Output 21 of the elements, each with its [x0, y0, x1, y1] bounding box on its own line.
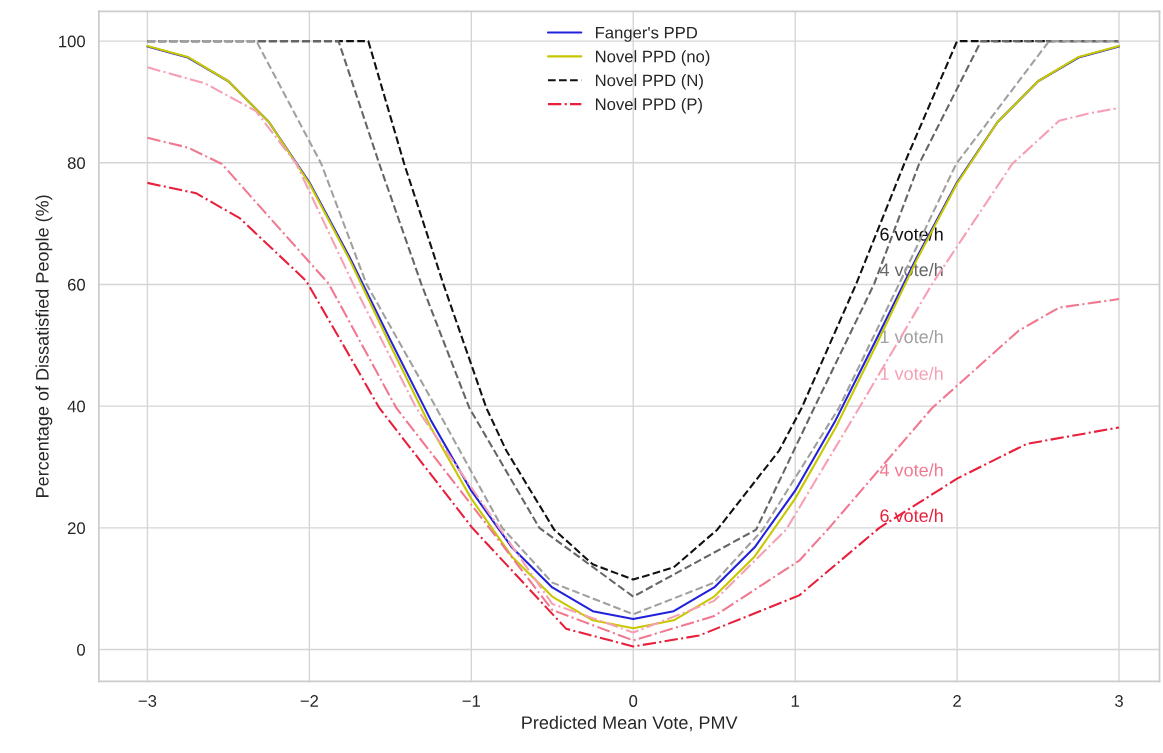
y-tick-label: 40 [67, 400, 86, 413]
x-tick-label: −3 [138, 695, 157, 707]
x-axis-title: Predicted Mean Vote, PMV [522, 715, 738, 732]
x-tick-label: 0 [629, 695, 638, 707]
annotation: 6 vote/h [880, 508, 943, 523]
legend-label: Fanger's PPD [596, 26, 698, 42]
x-tick-label: 1 [791, 695, 799, 707]
legend-label: Novel PPD (no) [596, 50, 710, 66]
y-tick-label: 0 [77, 643, 86, 656]
y-axis-title: Percentage of Dissatisfied People (%) [35, 195, 53, 497]
x-tick-label: −1 [462, 695, 480, 707]
annotation: 4 vote/h [879, 463, 943, 477]
y-tick-label: 60 [67, 278, 86, 291]
legend-label: Novel PPD (N) [596, 74, 703, 90]
y-tick-label: 80 [67, 157, 86, 169]
x-tick-label: −2 [300, 695, 319, 707]
x-tick-label: 3 [1115, 695, 1123, 707]
y-tick-label: 20 [67, 522, 86, 535]
y-tick-label: 100 [59, 35, 86, 48]
x-tick-label: 2 [953, 695, 961, 707]
legend-label: Novel PPD (P) [596, 97, 702, 114]
